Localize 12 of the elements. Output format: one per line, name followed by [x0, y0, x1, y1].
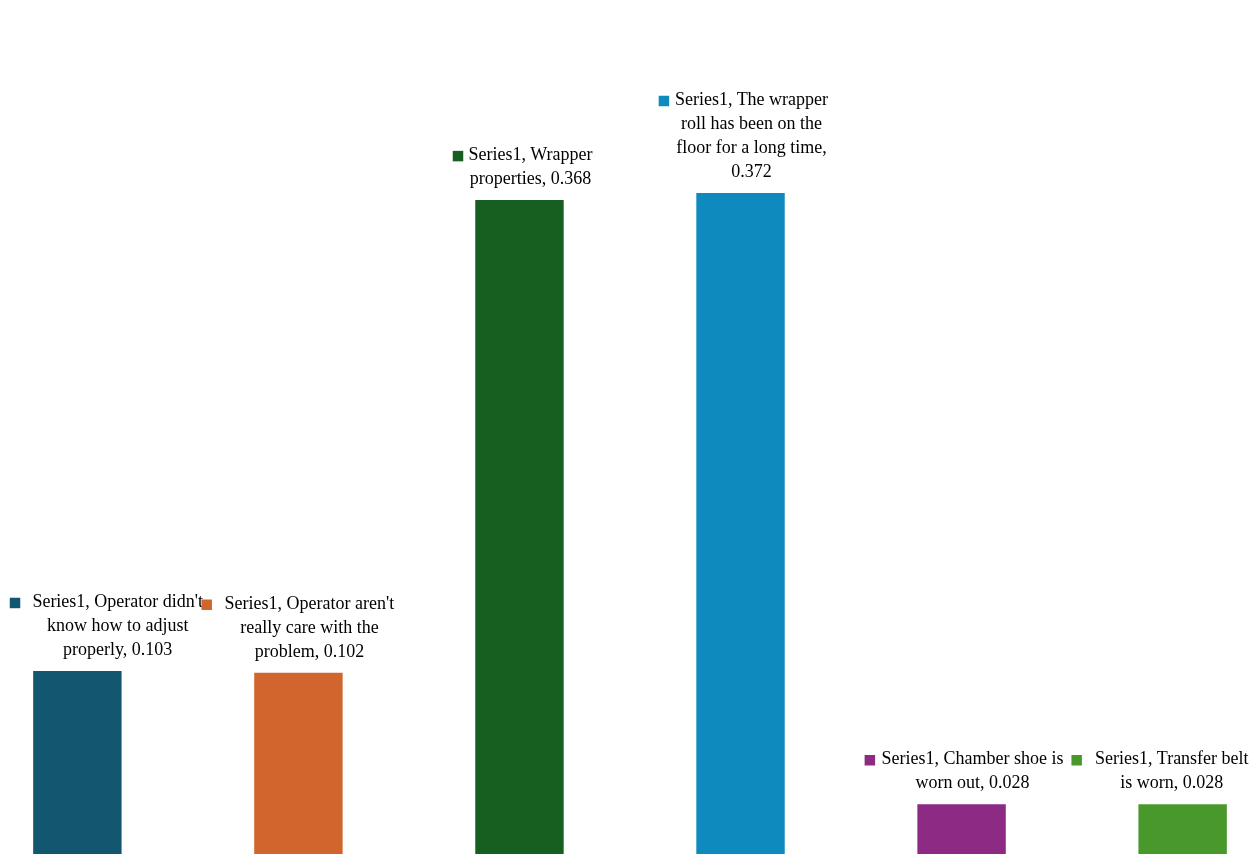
data-label: Series1, The wrapper roll has been on the floor for a long time, 0.372	[674, 89, 829, 181]
data-label: Series1, Operator aren't really care with the problem, 0.102	[224, 592, 395, 661]
data-label: Series1, Wrapper properties, 0.368	[468, 144, 593, 189]
bar	[917, 804, 1006, 854]
data-label: Series1, Operator didn't know how to adjust properly, 0.103	[32, 590, 204, 659]
bar	[696, 193, 785, 854]
data-label: Series1, Chamber shoe is worn out, 0.028	[881, 748, 1064, 793]
bar	[33, 670, 122, 854]
bar	[475, 200, 564, 854]
bar	[1138, 804, 1227, 854]
bar	[254, 672, 343, 854]
data-label: Series1, Transfer belt is worn, 0.028	[1095, 748, 1249, 793]
